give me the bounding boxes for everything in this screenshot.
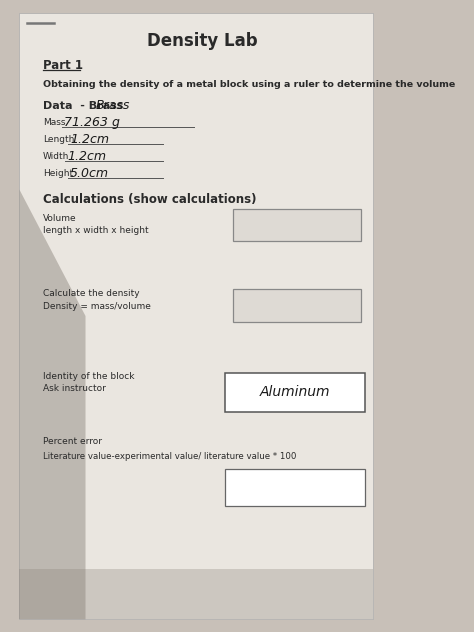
Text: Aluminum: Aluminum (260, 386, 331, 399)
Text: Identity of the block: Identity of the block (43, 372, 134, 380)
Text: Height: Height (43, 169, 73, 178)
Text: length x width x height: length x width x height (43, 226, 148, 235)
Text: Width: Width (43, 152, 69, 161)
Text: Percent error: Percent error (43, 437, 102, 446)
Text: 71.263 g: 71.263 g (64, 116, 120, 129)
Text: Obtaining the density of a metal block using a ruler to determine the volume: Obtaining the density of a metal block u… (43, 80, 455, 89)
Text: Calculate the density: Calculate the density (43, 289, 139, 298)
Text: Density = mass/volume: Density = mass/volume (43, 302, 151, 311)
Text: 1.2cm: 1.2cm (70, 133, 109, 146)
Text: Brass: Brass (95, 99, 129, 112)
Text: Literature value-experimental value/ literature value * 100: Literature value-experimental value/ lit… (43, 452, 296, 461)
Text: Mass: Mass (43, 118, 65, 127)
FancyBboxPatch shape (226, 373, 365, 412)
Text: 5.0cm: 5.0cm (70, 167, 109, 180)
Text: Density Lab: Density Lab (147, 32, 257, 50)
FancyBboxPatch shape (19, 13, 373, 619)
Text: Ask instructor: Ask instructor (43, 384, 106, 393)
Polygon shape (19, 190, 85, 619)
Text: Calculations (show calculations): Calculations (show calculations) (43, 193, 256, 205)
FancyBboxPatch shape (226, 469, 365, 506)
FancyBboxPatch shape (233, 209, 362, 241)
Polygon shape (19, 569, 373, 619)
FancyBboxPatch shape (233, 289, 362, 322)
Text: 1.2cm: 1.2cm (67, 150, 106, 163)
Text: Part 1: Part 1 (43, 59, 83, 71)
Text: Data  - Brass: Data - Brass (43, 100, 123, 111)
Text: Length: Length (43, 135, 74, 144)
Text: Volume: Volume (43, 214, 76, 222)
